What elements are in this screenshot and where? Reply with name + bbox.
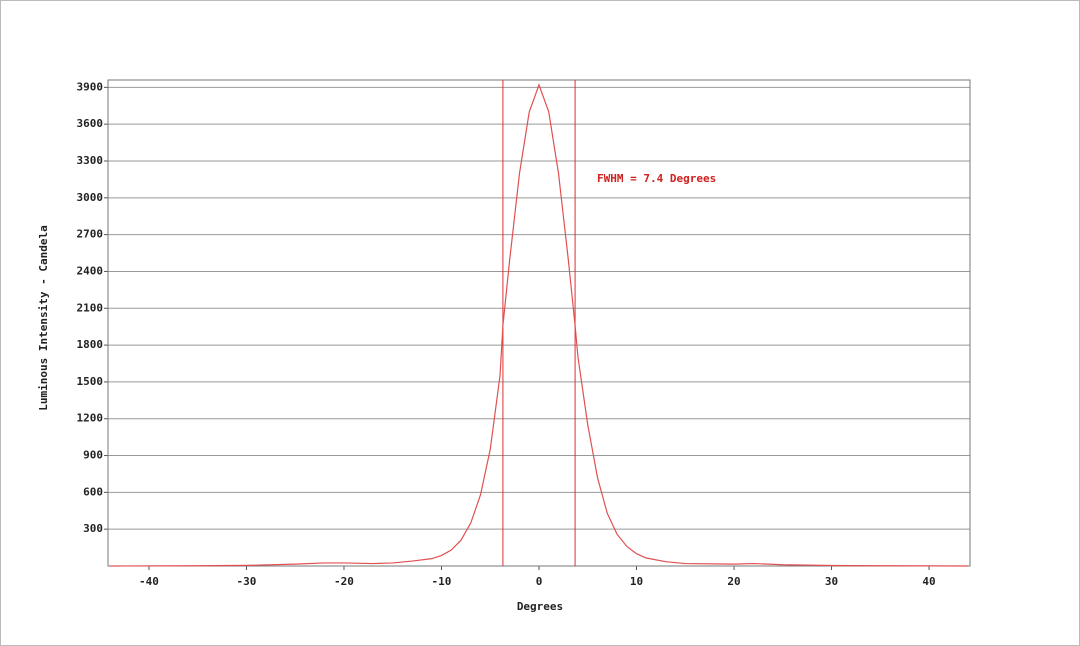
x-tick-label: -10 (432, 575, 452, 588)
x-tick-label: 40 (922, 575, 935, 588)
y-tick-label: 3900 (77, 80, 104, 93)
data-line (109, 83, 969, 567)
y-tick-label: 3300 (77, 154, 104, 167)
y-tick-label: 600 (83, 485, 103, 498)
y-tick-label: 3000 (77, 191, 104, 204)
x-tick-label: 20 (727, 575, 740, 588)
x-tick-label: -30 (237, 575, 257, 588)
y-tick-label: 1800 (77, 338, 104, 351)
y-tick-label: 2100 (77, 301, 104, 314)
y-tick-label: 3600 (77, 117, 104, 130)
y-axis-label: Luminous Intensity - Candela (37, 225, 50, 410)
y-tick-label: 1500 (77, 375, 104, 388)
y-tick-label: 300 (83, 522, 103, 535)
plot-frame (107, 79, 971, 567)
x-tick-label: 10 (630, 575, 643, 588)
annotation: FWHM = 7.4 Degrees (597, 172, 716, 185)
y-tick-label: 900 (83, 449, 103, 462)
y-tick-label: 1200 (77, 412, 104, 425)
x-tick-label: 30 (825, 575, 838, 588)
x-tick-label: -40 (139, 575, 159, 588)
x-tick-label: 0 (536, 575, 543, 588)
y-tick-label: 2400 (77, 264, 104, 277)
x-tick-label: -20 (334, 575, 354, 588)
x-axis-label: Degrees (517, 600, 563, 613)
y-tick-label: 2700 (77, 228, 104, 241)
